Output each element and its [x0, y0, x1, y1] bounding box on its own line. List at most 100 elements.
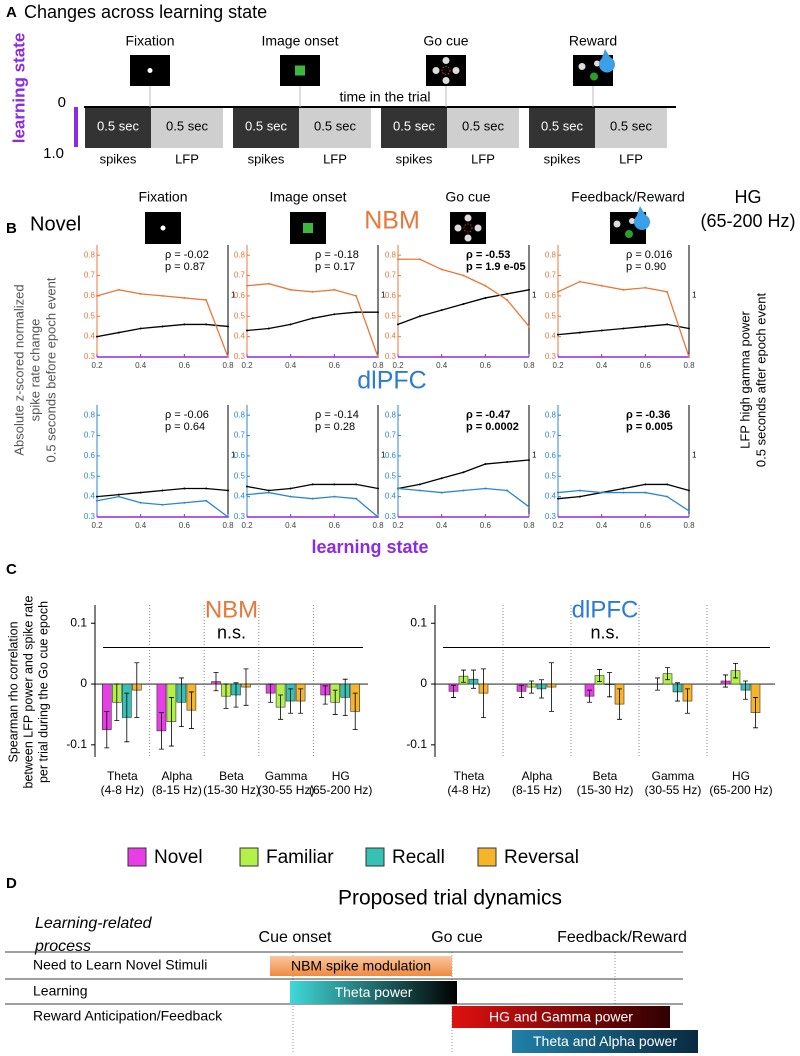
y-tick-label: 0.7 — [385, 271, 397, 280]
series-point — [267, 491, 270, 494]
series-point — [462, 303, 465, 306]
x-tick-label: 0.4 — [285, 521, 297, 530]
error-bar — [743, 680, 748, 700]
error-bar — [451, 684, 456, 698]
series-point — [688, 356, 690, 358]
epoch-block — [595, 108, 667, 148]
series-point — [117, 495, 120, 498]
series-line — [96, 289, 229, 358]
series-point — [506, 461, 509, 464]
icon-dot — [594, 60, 600, 67]
series-point — [311, 290, 314, 293]
series-point — [377, 356, 379, 358]
series-point — [528, 325, 530, 328]
significance-label: n.s. — [217, 622, 246, 642]
series-point — [289, 323, 292, 326]
x-tick-label: Gamma — [652, 769, 695, 783]
event-label: Reward — [569, 33, 617, 49]
x-tick-label: 0.6 — [179, 521, 191, 530]
series-line — [557, 489, 690, 512]
y-tick-label: 0.5 — [84, 471, 96, 480]
signal-bar — [452, 1006, 670, 1028]
epoch-block — [381, 108, 447, 148]
y-tick-label: 0.4 — [234, 332, 246, 341]
y-tick-label: 0.3 — [385, 512, 397, 521]
epoch-signal: LFP — [323, 151, 347, 166]
y-axis-label: 0.5 seconds before epoch event — [43, 277, 58, 462]
stat-annotation: ρ = -0.02 — [165, 249, 209, 261]
event-label: Go cue — [445, 189, 490, 205]
series-point — [578, 495, 581, 498]
series-point — [506, 298, 509, 301]
series-point — [246, 493, 248, 496]
x-tick-label: 0.2 — [91, 361, 103, 370]
series-point — [440, 477, 443, 480]
stat-annotation: ρ = -0.36 — [626, 409, 670, 421]
icon-dot — [613, 220, 621, 228]
error-bar — [549, 662, 554, 712]
legend-label: Reversal — [504, 847, 579, 868]
x-tick-label: 0.2 — [241, 361, 253, 370]
y-tick-label: 0.8 — [545, 410, 557, 419]
x-tick-label: 0.2 — [91, 521, 103, 530]
event-label: Feedback/Reward — [571, 189, 685, 205]
column-header: process — [34, 938, 91, 955]
series-point — [377, 516, 379, 518]
series-point — [355, 294, 358, 297]
condition: Novel — [30, 213, 81, 235]
series-point — [666, 483, 669, 486]
legend-swatch — [477, 847, 497, 867]
y-tick-label: 0.3 — [545, 512, 557, 521]
series-point — [557, 290, 559, 293]
icon-dot — [629, 218, 635, 224]
y-tick-label: 0.4 — [545, 492, 557, 501]
icon-cue — [463, 223, 473, 233]
icon-image — [303, 223, 313, 233]
y-tick-label: 0.8 — [385, 410, 397, 419]
y-tick-label: 0.1 — [410, 615, 427, 629]
y-tick-label: 0 — [80, 676, 87, 690]
event-label: Cue onset — [259, 929, 332, 946]
y-tick-label: 0.5 — [545, 311, 557, 320]
series-line — [246, 283, 379, 358]
y-tick-label: 0.6 — [234, 451, 246, 460]
legend-swatch — [365, 847, 385, 867]
series-line — [557, 483, 690, 500]
icon-dot — [442, 57, 450, 64]
series-point — [161, 503, 164, 506]
legend-swatch — [239, 847, 259, 867]
legend-label: Familiar — [266, 847, 334, 868]
y2-tick-label: 1 — [231, 291, 236, 300]
x-tick-label: 0.8 — [523, 361, 535, 370]
icon-dot — [464, 234, 472, 242]
series-point — [440, 309, 443, 312]
error-bar — [607, 672, 612, 698]
series-point — [183, 487, 186, 490]
series-point — [397, 258, 399, 261]
series-point — [139, 491, 142, 494]
icon-reward — [636, 206, 646, 218]
x-tick-label: 0.8 — [222, 521, 234, 530]
series-point — [506, 489, 509, 492]
signal-label: Theta and Alpha power — [533, 1033, 677, 1049]
series-point — [289, 487, 292, 490]
x-tick-label: 0.2 — [392, 521, 404, 530]
series-point — [161, 489, 164, 492]
x-tick-label: Theta — [107, 769, 138, 783]
series-point — [666, 323, 669, 326]
y2-tick-label: 1 — [381, 291, 386, 300]
x-tick-label: 0.2 — [552, 361, 564, 370]
event-label: Image onset — [261, 33, 338, 49]
region-title: dlPFC — [357, 367, 426, 395]
y2-tick-label: 1 — [692, 451, 697, 460]
series-point — [333, 483, 336, 486]
x-tick-label: 0.2 — [241, 521, 253, 530]
series-point — [600, 491, 603, 494]
series-point — [600, 329, 603, 332]
error-bar — [597, 669, 602, 683]
y-tick-label: 0.3 — [234, 512, 246, 521]
x-tick-label: 0.8 — [372, 521, 384, 530]
series-point — [267, 489, 270, 492]
x-tick-label: 0.4 — [596, 361, 608, 370]
error-bar — [352, 692, 358, 731]
